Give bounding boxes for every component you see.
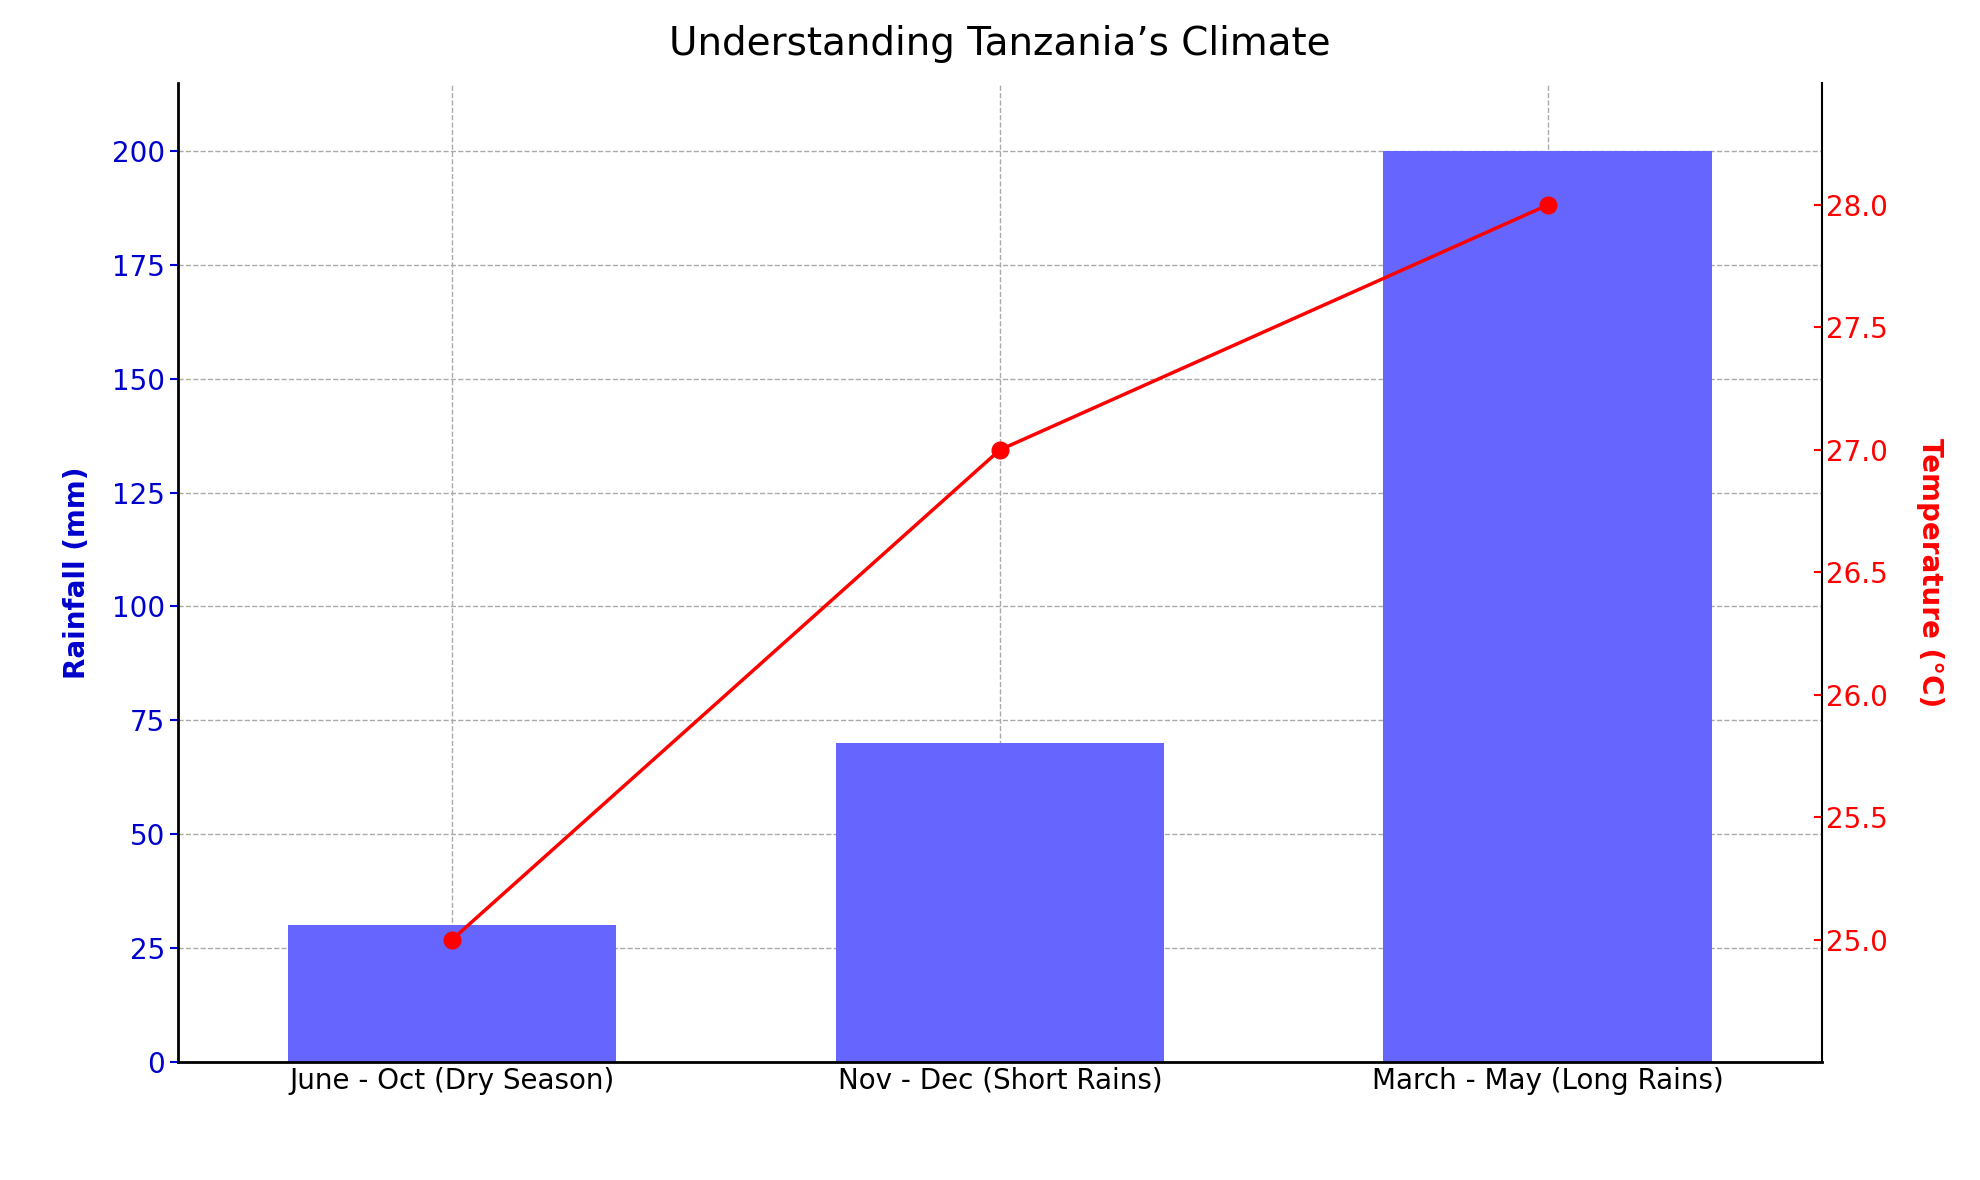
Y-axis label: Rainfall (mm): Rainfall (mm) — [63, 466, 91, 678]
Y-axis label: Temperature (°C): Temperature (°C) — [1917, 438, 1944, 707]
Bar — [1384, 151, 1713, 1062]
Title: Understanding Tanzania’s Climate: Understanding Tanzania’s Climate — [669, 25, 1331, 63]
Bar — [287, 925, 616, 1062]
Bar — [836, 743, 1164, 1062]
